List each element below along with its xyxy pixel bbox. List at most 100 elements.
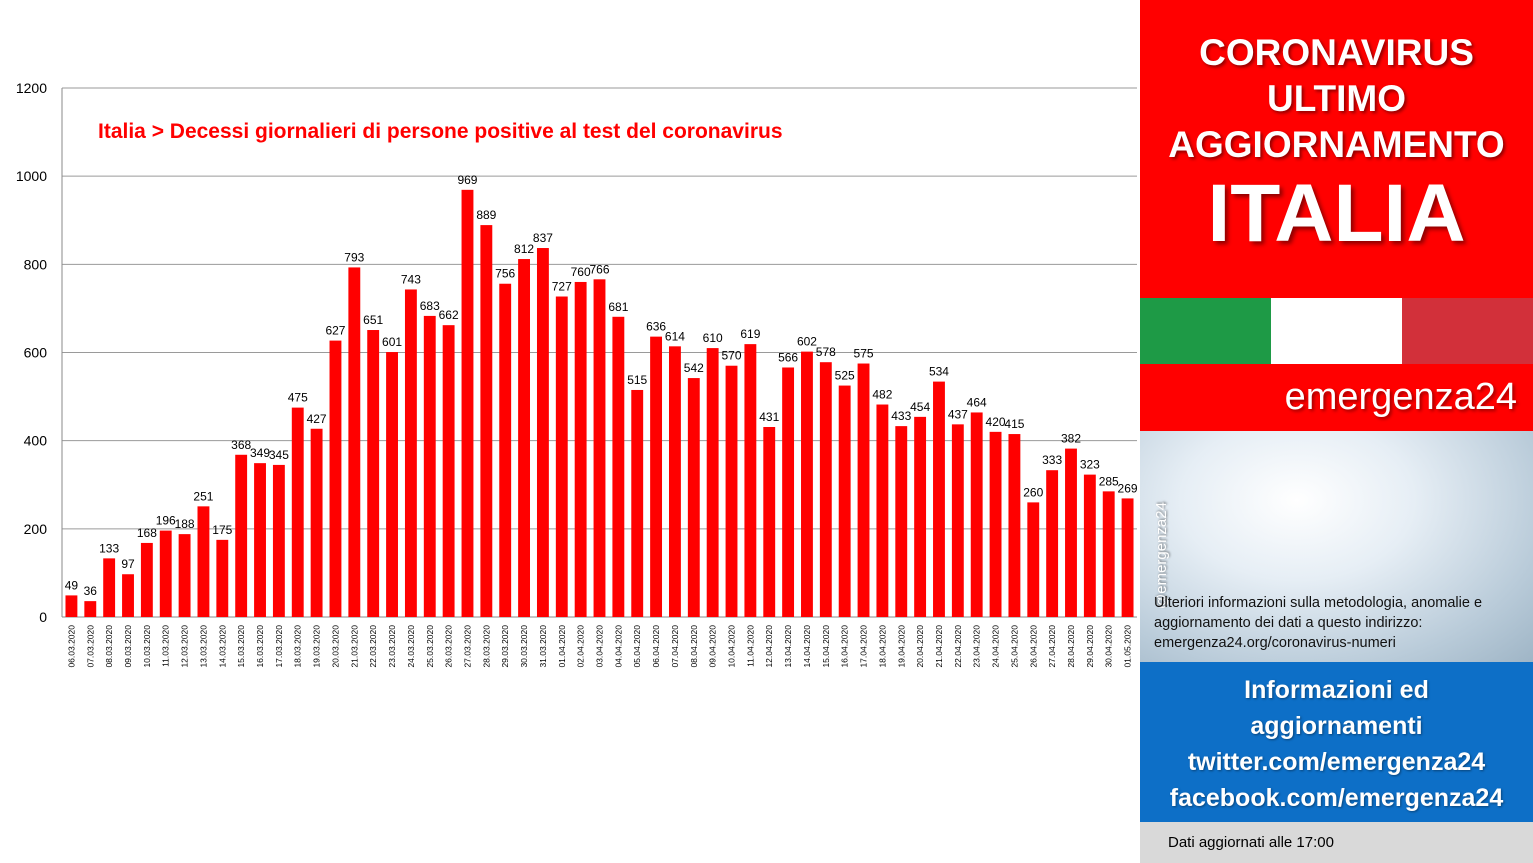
data-label: 175 [212,523,232,537]
bar [970,412,983,617]
data-label: 651 [363,313,383,327]
bar [933,381,945,617]
data-label: 49 [65,578,79,592]
data-label: 662 [439,308,459,322]
bar [876,404,889,617]
bar [857,363,870,617]
update-time: Dati aggiornati alle 17:00 [1168,834,1334,851]
bar [442,325,455,617]
x-tick-label: 17.04.2020 [859,625,869,668]
flag-red-stripe [1402,298,1533,364]
bar [838,385,851,617]
bar [1008,434,1021,617]
bar [235,454,248,617]
data-label: 578 [816,345,836,359]
bar [329,340,342,617]
x-tick-label: 30.03.2020 [519,625,529,668]
flag-white-stripe [1271,298,1402,364]
chart-area: 0 200 400 600 800 1000 1200 Italia > Decessi gi… [16,80,1138,668]
x-tick-label: 09.04.2020 [708,625,718,668]
data-label: 437 [948,407,968,421]
bar [65,595,78,617]
data-label: 475 [288,391,308,405]
bar [367,330,380,617]
bar [1102,491,1115,617]
x-tick-label: 11.04.2020 [745,625,755,667]
x-tick-label: 24.04.2020 [991,625,1001,668]
data-label: 766 [589,262,609,276]
data-label: 196 [156,514,176,528]
x-tick-label: 18.04.2020 [877,625,887,668]
data-label: 188 [175,517,195,531]
x-tick-label: 14.03.2020 [217,625,227,668]
data-label: 575 [854,347,874,361]
bar [216,539,229,617]
twitter-link[interactable]: twitter.com/emergenza24 [1187,748,1486,776]
x-tick-label: 22.04.2020 [953,625,963,668]
data-label: 812 [514,242,534,256]
data-label: 36 [84,584,98,598]
x-tick-label: 28.04.2020 [1066,625,1076,668]
x-tick-label: 12.03.2020 [180,625,190,668]
flag-green-stripe [1140,298,1271,364]
data-label: 251 [193,489,213,503]
data-label: 420 [986,415,1006,429]
info-text: Ulteriori informazioni sulla metodologia… [1154,595,1483,651]
bar [593,279,606,617]
data-label: 323 [1080,458,1100,472]
x-tick-label: 29.03.2020 [500,625,510,668]
bar [914,416,927,617]
data-label: 433 [891,409,911,423]
x-tick-label: 25.04.2020 [1009,625,1019,668]
x-tick-label: 01.04.2020 [557,625,567,668]
x-tick-label: 13.04.2020 [783,625,793,668]
info-box: @emergenza24 Ulteriori informazioni sull… [1140,431,1533,662]
bar [518,259,531,617]
bar [763,427,776,617]
data-label: 534 [929,365,949,379]
x-tick-label: 04.04.2020 [613,625,623,668]
data-label: 345 [269,448,289,462]
data-label: 743 [401,272,421,286]
x-tick-label: 09.03.2020 [123,625,133,668]
bar [612,316,625,617]
y-tick-label: 1000 [16,168,47,184]
bar [951,424,964,617]
data-label: 269 [1118,481,1138,495]
country-title: ITALIA [1207,168,1466,259]
social-box: Informazioni ed aggiornamenti twitter.co… [1140,662,1533,822]
x-tick-label: 27.03.2020 [462,625,472,668]
data-label: 431 [759,410,779,424]
data-label: 542 [684,361,704,375]
bar [178,534,191,617]
x-tick-label: 17.03.2020 [274,625,284,668]
bar [480,225,493,617]
x-tick-label: 23.03.2020 [387,625,397,668]
data-label: 683 [420,299,440,313]
bar [404,289,417,617]
data-label: 382 [1061,432,1081,446]
data-label: 619 [740,327,760,341]
x-tick-label: 08.04.2020 [689,625,699,668]
x-tick-label: 27.04.2020 [1047,625,1057,668]
bar [499,283,512,617]
data-label: 454 [910,400,930,414]
data-label: 727 [552,280,572,294]
data-label: 627 [325,324,345,338]
x-tick-label: 19.03.2020 [312,625,322,668]
handle-vertical: @emergenza24 [1152,459,1176,609]
x-tick-label: 14.04.2020 [802,625,812,668]
x-tick-label: 21.03.2020 [349,625,359,668]
social-line-1: Informazioni ed [1244,676,1429,704]
x-tick-label: 10.04.2020 [727,625,737,668]
data-label: 969 [457,173,477,187]
bar-chart: 0 200 400 600 800 1000 1200 Italia > Decessi gi… [16,80,1138,668]
bar [801,351,813,617]
x-tick-label: 16.03.2020 [255,625,265,668]
x-tick-label: 26.04.2020 [1028,625,1038,668]
data-label: 427 [307,412,327,426]
bar [1046,470,1059,617]
data-label: 601 [382,335,402,349]
x-tick-label: 18.03.2020 [293,625,303,668]
facebook-link[interactable]: facebook.com/emergenza24 [1169,784,1504,812]
